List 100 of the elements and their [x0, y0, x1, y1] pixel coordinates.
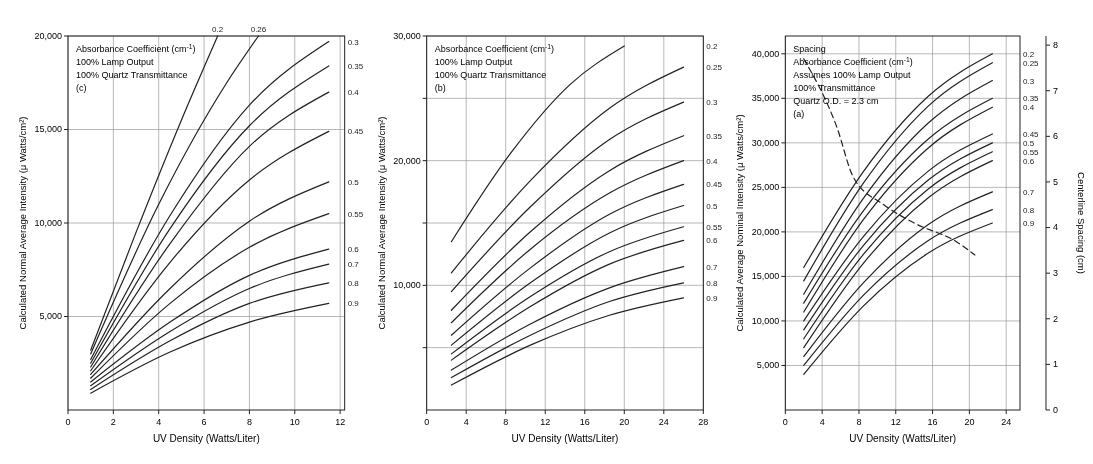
text: 0.4 [706, 156, 719, 166]
y2-axis-title: Centerline Spacing (cm) [1076, 172, 1087, 274]
text: 0.3 [1023, 76, 1035, 86]
x-tick-label: 0 [782, 417, 788, 427]
y2-tick-label: 2 [1053, 313, 1059, 324]
annotation: 100% Quartz Transmittance [434, 70, 547, 80]
y2-tick-label: 8 [1053, 40, 1059, 50]
text: 0.35 [706, 131, 723, 141]
y2-tick-label: 5 [1053, 176, 1059, 187]
y-tick-label: 20,000 [393, 155, 421, 166]
text: 0.7 [706, 262, 719, 272]
text: 0.3 [347, 37, 360, 47]
y-tick-label: 25,000 [751, 182, 780, 193]
x-tick-label: 28 [698, 417, 709, 427]
annotation: Absorbance Coefficient (cm$^{-1}$) [434, 42, 555, 54]
y-axis-title: Calculated Normal Average Intensity (μ Watts/cm²) [17, 116, 28, 330]
x-tick-label: 12 [335, 417, 346, 427]
annotation: 100% Lamp Output [434, 57, 513, 67]
text: 0.9 [1023, 219, 1035, 228]
y-tick-label: 10,000 [34, 217, 62, 228]
text: 0.55 [1023, 147, 1040, 157]
text: 0.45 [706, 180, 723, 190]
text: 0.9 [347, 299, 360, 309]
annotation: (a) [793, 109, 805, 119]
text: 0.7 [347, 260, 360, 270]
text: 0.3 [706, 98, 719, 108]
y2-tick-label: 0 [1053, 404, 1059, 415]
annotation: Assumes 100% Lamp Output [793, 70, 911, 80]
x-axis-title: UV Density (Watts/Liter) [152, 433, 260, 444]
text: 0.7 [1023, 187, 1035, 197]
y-tick-label: 20,000 [34, 30, 62, 41]
x-tick-label: 4 [819, 417, 825, 427]
y-tick-label: 5,000 [756, 360, 780, 371]
text: 0.6 [347, 245, 360, 255]
x-axis-title: UV Density (Watts/Liter) [849, 433, 957, 444]
y2-tick-label: 3 [1053, 268, 1059, 279]
annotation: Quartz O.D. = 2.3 cm [793, 96, 879, 106]
text: 0.2 [706, 41, 719, 51]
text: 0.5 [347, 177, 360, 187]
annotation: Absorbance Coefficient (cm$^{-1}$) [76, 42, 196, 54]
x-axis-title: UV Density (Watts/Liter) [511, 433, 619, 444]
x-tick-label: 2 [110, 417, 116, 427]
annotation: 100% Transmittance [793, 83, 876, 93]
x-tick-label: 6 [201, 417, 207, 427]
text: 0.8 [706, 278, 719, 288]
text: 0.5 [1023, 138, 1035, 148]
y-tick-label: 10,000 [751, 315, 780, 326]
annotation: Spacing [793, 44, 826, 54]
y-tick-label: 35,000 [751, 93, 780, 104]
annotation: 100% Quartz Transmittance [76, 70, 188, 80]
x-tick-label: 12 [540, 417, 551, 427]
annotation: (b) [434, 83, 446, 93]
x-tick-label: 20 [619, 417, 630, 427]
text: 0.25 [1023, 58, 1040, 68]
text: 0.6 [1023, 156, 1035, 166]
x-tick-label: 10 [289, 417, 300, 427]
text: 0.8 [1023, 205, 1035, 215]
annotation: Absorbance Coefficient (cm$^{-1}$) [793, 55, 913, 67]
x-tick-label: 16 [927, 417, 938, 427]
text: 0.2 [1023, 49, 1035, 59]
x-tick-label: 12 [890, 417, 901, 427]
y2-tick-label: 1 [1053, 359, 1059, 370]
text: 0.8 [347, 278, 360, 288]
y-axis-title: Calculated Normal Average Intensity (μ Watts/cm²) [375, 116, 387, 330]
text: 0.55 [347, 209, 364, 219]
series-label: 0.2 [212, 25, 224, 34]
y-tick-label: 30,000 [751, 137, 780, 148]
y-tick-label: 5,000 [39, 311, 62, 322]
annotation: (c) [76, 83, 87, 93]
x-tick-label: 8 [503, 417, 509, 427]
x-tick-label: 8 [246, 417, 252, 427]
x-tick-label: 16 [579, 417, 590, 427]
y-axis-title: Calculated Average Nominal Intensity (μ Watts/cm²) [734, 114, 746, 332]
x-tick-label: 4 [463, 417, 469, 427]
text: 0.5 [706, 201, 719, 211]
y-tick-label: 40,000 [751, 48, 780, 59]
x-tick-label: 24 [658, 417, 669, 427]
y-tick-label: 30,000 [393, 30, 421, 41]
x-tick-label: 24 [1001, 417, 1012, 427]
y-tick-label: 10,000 [393, 280, 421, 291]
text: 0.45 [1023, 129, 1040, 139]
y2-tick-label: 6 [1053, 131, 1059, 142]
x-tick-label: 0 [424, 417, 430, 427]
text: 0.45 [347, 127, 364, 137]
y-tick-label: 15,000 [751, 271, 780, 282]
text: 0.6 [706, 236, 719, 246]
x-tick-label: 8 [856, 417, 862, 427]
y2-tick-label: 4 [1053, 222, 1059, 233]
x-tick-label: 20 [964, 417, 975, 427]
text: 0.55 [706, 222, 723, 232]
text: 0.25 [706, 63, 723, 73]
text: 0.35 [1023, 94, 1040, 104]
y-tick-label: 15,000 [34, 124, 62, 135]
y2-tick-label: 7 [1053, 85, 1059, 96]
y-tick-label: 20,000 [751, 226, 780, 237]
x-tick-label: 0 [65, 417, 71, 427]
text: 0.9 [706, 293, 719, 303]
annotation: 100% Lamp Output [76, 57, 155, 67]
text: 0.4 [1023, 103, 1035, 113]
x-tick-label: 4 [156, 417, 162, 427]
